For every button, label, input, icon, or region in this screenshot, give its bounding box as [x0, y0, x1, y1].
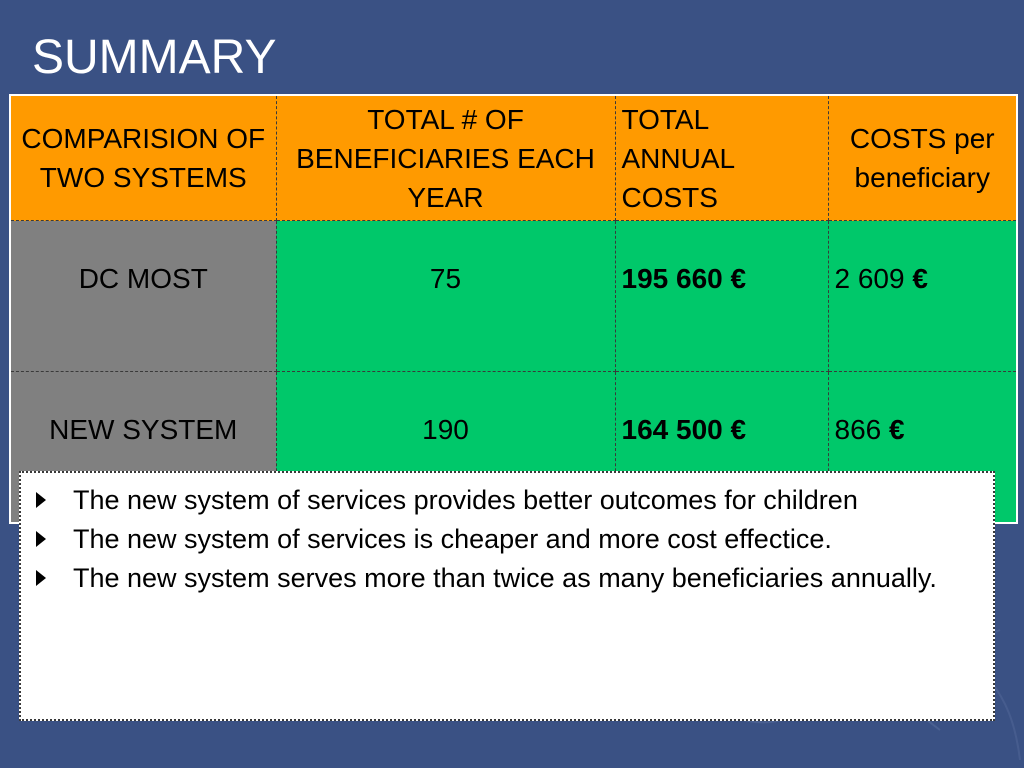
triangle-right-icon: [35, 520, 73, 552]
annual-costs-cell: 195 660 €: [614, 220, 829, 372]
header-cell-comparison: COMPARISION OF TWO SYSTEMS: [9, 94, 277, 221]
bullet-item: The new system of services is cheaper an…: [35, 520, 981, 559]
table-header-row: COMPARISION OF TWO SYSTEMS TOTAL # OF BE…: [9, 94, 1018, 221]
conclusions-box: The new system of services provides bett…: [19, 471, 995, 721]
triangle-right-icon: [35, 559, 73, 591]
slide-title: SUMMARY: [32, 31, 277, 84]
bullet-item: The new system serves more than twice as…: [35, 559, 981, 598]
bullet-text: The new system serves more than twice as…: [73, 563, 937, 593]
header-cell-cost-per-beneficiary: COSTS per beneficiary: [827, 94, 1018, 221]
cost-value: 2 609: [834, 263, 905, 294]
comparison-table: COMPARISION OF TWO SYSTEMS TOTAL # OF BE…: [9, 94, 1018, 524]
cost-currency: €: [889, 414, 905, 445]
bullet-text: The new system of services provides bett…: [73, 485, 858, 515]
header-cell-annual-costs: TOTAL ANNUAL COSTS: [614, 94, 829, 221]
header-cell-beneficiaries: TOTAL # OF BENEFICIARIES EACH YEAR: [275, 94, 616, 221]
cost-per-beneficiary-cell: 2 609 €: [827, 220, 1018, 372]
beneficiaries-cell: 75: [275, 220, 616, 372]
table-row: DC MOST 75 195 660 € 2 609 €: [9, 220, 1018, 372]
system-name-cell: DC MOST: [9, 220, 277, 372]
cost-value: 866: [834, 414, 882, 445]
cost-currency: €: [912, 263, 928, 294]
bullet-text: The new system of services is cheaper an…: [73, 524, 832, 554]
bullet-item: The new system of services provides bett…: [35, 481, 981, 520]
triangle-right-icon: [35, 481, 73, 513]
